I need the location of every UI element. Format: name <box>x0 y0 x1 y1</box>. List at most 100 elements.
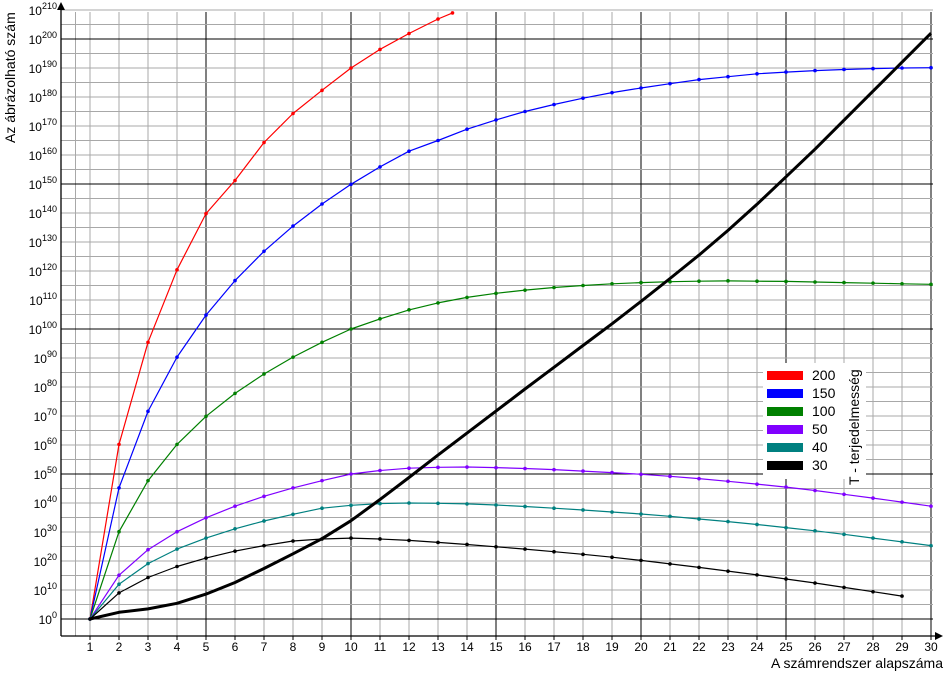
x-tick-label: 6 <box>232 640 239 654</box>
y-tick-label: 1020 <box>34 552 57 569</box>
legend-swatch <box>767 406 803 416</box>
x-tick-label: 19 <box>605 640 619 654</box>
data-point-40 <box>929 543 933 548</box>
data-point-40 <box>291 512 295 517</box>
data-point-50 <box>233 504 237 508</box>
legend-label: 100 <box>812 403 836 419</box>
data-point-30 <box>436 540 440 545</box>
data-point-30 <box>407 538 411 543</box>
data-point-100 <box>436 301 440 305</box>
data-point-150 <box>204 313 208 317</box>
data-point-40 <box>320 506 324 511</box>
x-tick-label: 18 <box>576 640 590 654</box>
data-point-200 <box>146 340 150 345</box>
y-tick-label: 10110 <box>29 291 57 308</box>
data-point-30 <box>465 542 469 547</box>
x-tick-label: 23 <box>721 640 735 654</box>
y-tick-label: 10160 <box>29 146 57 163</box>
data-point-100 <box>871 281 875 285</box>
data-point-50 <box>871 496 875 500</box>
data-point-40 <box>581 508 585 512</box>
data-point-100 <box>146 478 150 483</box>
legend-swatch <box>767 370 803 380</box>
data-point-150 <box>813 68 817 73</box>
data-point-150 <box>436 138 440 143</box>
y-tick-label: 10180 <box>29 88 57 105</box>
y-tick-label: 10120 <box>29 262 57 279</box>
data-point-100 <box>233 391 237 396</box>
x-tick-label: 29 <box>895 640 909 654</box>
data-point-200 <box>349 66 353 70</box>
data-point-40 <box>175 547 179 551</box>
data-point-200 <box>175 268 179 272</box>
data-point-30 <box>349 536 353 540</box>
data-point-40 <box>349 503 353 508</box>
data-point-100 <box>407 308 411 312</box>
data-point-150 <box>581 96 585 100</box>
chart-tick-labels: 1 2 3 4 5 6 7 8 9 10 11 12 13 14 15 16 17 18 19 20 21 22 23 24 2… <box>29 1 938 654</box>
x-axis-label: A számrendszer alapszáma <box>771 655 943 671</box>
legend-label: 150 <box>812 385 836 401</box>
data-point-150 <box>755 72 759 76</box>
legend-swatch <box>767 388 803 398</box>
data-point-30 <box>668 562 672 566</box>
data-point-100 <box>726 279 730 283</box>
data-point-50 <box>697 476 701 481</box>
y-tick-label: 10190 <box>29 59 57 76</box>
data-point-150 <box>697 77 701 82</box>
data-point-30 <box>262 543 266 548</box>
data-point-30 <box>117 591 121 595</box>
data-point-50 <box>552 467 556 472</box>
data-point-150 <box>233 278 237 283</box>
legend: 200 150 100 50 40 30 <box>763 363 866 479</box>
legend-item: 200 <box>767 367 835 383</box>
data-point-50 <box>784 485 788 489</box>
data-point-40 <box>813 529 817 533</box>
data-point-40 <box>204 536 208 540</box>
data-point-30 <box>639 558 643 563</box>
data-point-40 <box>146 561 150 566</box>
y-tick-label: 10130 <box>29 233 57 250</box>
series-line-200 <box>89 12 453 620</box>
data-point-50 <box>291 486 295 490</box>
data-point-100 <box>262 372 266 376</box>
data-point-30 <box>726 569 730 573</box>
x-tick-label: 8 <box>290 640 297 654</box>
data-point-40 <box>842 532 846 537</box>
data-point-50 <box>523 466 527 471</box>
legend-item: 30 <box>767 457 828 473</box>
data-point-40 <box>610 510 614 514</box>
data-point-50 <box>639 472 643 477</box>
data-point-30 <box>552 549 556 554</box>
data-point-40 <box>639 512 643 516</box>
series-line-150 <box>89 67 932 620</box>
legend-item: 150 <box>767 385 836 401</box>
data-point-200 <box>233 178 237 183</box>
x-tick-label: 9 <box>319 640 326 654</box>
y-axis-arrow <box>57 2 65 10</box>
data-point-200 <box>450 11 455 15</box>
data-point-150 <box>842 67 846 72</box>
x-tick-label: 10 <box>344 640 358 654</box>
data-point-100 <box>929 282 933 287</box>
x-tick-label: 11 <box>374 640 387 654</box>
data-point-50 <box>146 547 150 552</box>
data-point-30 <box>233 549 237 553</box>
data-point-150 <box>465 127 469 131</box>
data-point-150 <box>871 66 875 71</box>
y-tick-label: 1030 <box>34 523 57 540</box>
data-point-150 <box>291 224 295 228</box>
y-tick-label: 1040 <box>34 494 57 511</box>
data-point-30 <box>842 585 846 590</box>
data-point-30 <box>871 589 875 594</box>
y-tick-label: 1080 <box>34 378 57 395</box>
x-tick-label: 30 <box>924 640 938 654</box>
x-tick-label: 3 <box>145 640 152 654</box>
data-point-150 <box>349 182 353 187</box>
chart-axes <box>57 2 943 640</box>
data-point-30 <box>900 594 904 598</box>
data-point-100 <box>465 295 469 300</box>
series-line-bold <box>89 32 933 621</box>
y-tick-label: 10140 <box>29 204 57 221</box>
